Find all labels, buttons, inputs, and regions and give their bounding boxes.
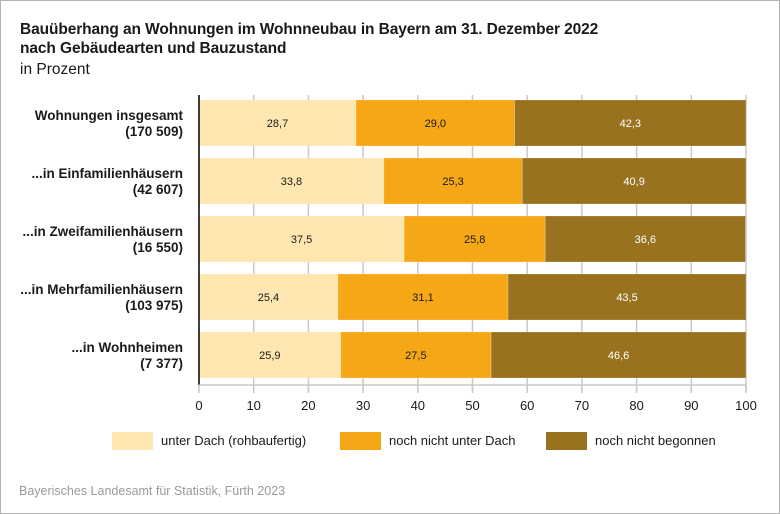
category-count-label: (170 509) bbox=[125, 124, 183, 139]
data-label: 33,8 bbox=[281, 176, 302, 188]
legend-label: unter Dach (rohbaufertig) bbox=[161, 433, 306, 448]
data-label: 25,4 bbox=[258, 292, 279, 304]
chart-subtitle: in Prozent bbox=[20, 61, 90, 78]
category-count-label: (42 607) bbox=[133, 182, 183, 197]
category-count-label: (103 975) bbox=[125, 298, 183, 313]
data-label: 25,3 bbox=[442, 176, 463, 188]
legend-swatch bbox=[112, 432, 153, 450]
category-label: ...in Einfamilienhäusern bbox=[31, 166, 183, 181]
bar-segment bbox=[507, 273, 747, 321]
x-tick-label: 100 bbox=[735, 398, 757, 413]
category-labels: Wohnungen insgesamt(170 509) ...in Einfam… bbox=[20, 108, 183, 371]
bar-segment bbox=[340, 331, 492, 379]
chart-title: Bauüberhang an Wohnungen im Wohnneubau i… bbox=[20, 20, 598, 58]
legend-swatch bbox=[340, 432, 381, 450]
x-tick-label: 0 bbox=[195, 398, 202, 413]
data-label: 25,8 bbox=[464, 234, 485, 246]
x-tick-label: 60 bbox=[520, 398, 534, 413]
bar-segment bbox=[403, 215, 546, 263]
bar-segment bbox=[198, 157, 385, 205]
x-tick-label: 20 bbox=[301, 398, 315, 413]
x-tick-label: 90 bbox=[684, 398, 698, 413]
data-label: 40,9 bbox=[623, 176, 644, 188]
bar-segment bbox=[198, 215, 405, 263]
category-label: ...in Mehrfamilienhäusern bbox=[20, 282, 183, 297]
category-label: Wohnungen insgesamt bbox=[35, 108, 184, 123]
data-label: 29,0 bbox=[425, 118, 446, 130]
data-label: 46,6 bbox=[608, 350, 629, 362]
source-note: Bayerisches Landesamt für Statistik, Für… bbox=[19, 484, 286, 498]
bar-segment bbox=[514, 99, 747, 147]
x-tick-label: 70 bbox=[575, 398, 589, 413]
category-count-label: (7 377) bbox=[140, 356, 183, 371]
chart-title-line-1: Bauüberhang an Wohnungen im Wohnneubau i… bbox=[20, 21, 599, 38]
category-label: ...in Zweifamilienhäusern bbox=[22, 224, 183, 239]
bars: 28,7 29,0 42,3 33,8 25,3 40,9 37,5 25,8 36,6 25,4… bbox=[198, 99, 747, 379]
bar-segment bbox=[521, 157, 747, 205]
bar-segment bbox=[355, 99, 515, 147]
legend-label: noch nicht unter Dach bbox=[389, 433, 515, 448]
chart-title-line-2: nach Gebäudearten und Bauzustand bbox=[20, 40, 287, 57]
bar-segment bbox=[198, 273, 339, 321]
x-tick-label: 30 bbox=[356, 398, 370, 413]
data-label: 37,5 bbox=[291, 234, 312, 246]
data-label: 42,3 bbox=[620, 118, 641, 130]
legend-label: noch nicht begonnen bbox=[595, 433, 716, 448]
bar-segment bbox=[337, 273, 509, 321]
data-label: 31,1 bbox=[412, 292, 433, 304]
x-tick-label: 50 bbox=[465, 398, 479, 413]
category-count-label: (16 550) bbox=[133, 240, 183, 255]
bar-segment bbox=[544, 215, 746, 263]
x-tick-label: 80 bbox=[629, 398, 643, 413]
legend: unter Dach (rohbaufertig) noch nicht unte… bbox=[112, 432, 716, 450]
data-label: 27,5 bbox=[405, 350, 426, 362]
data-label: 43,5 bbox=[616, 292, 637, 304]
x-tick-label: 40 bbox=[411, 398, 425, 413]
bar-segment bbox=[383, 157, 523, 205]
data-label: 28,7 bbox=[267, 118, 288, 130]
legend-swatch bbox=[546, 432, 587, 450]
bar-segment bbox=[490, 331, 747, 379]
data-label: 36,6 bbox=[635, 234, 656, 246]
axes: 0 10 20 30 40 50 60 70 80 90 100 bbox=[195, 95, 757, 413]
data-label: 25,9 bbox=[259, 350, 280, 362]
category-label: ...in Wohnheimen bbox=[71, 340, 183, 355]
x-tick-label: 10 bbox=[246, 398, 260, 413]
